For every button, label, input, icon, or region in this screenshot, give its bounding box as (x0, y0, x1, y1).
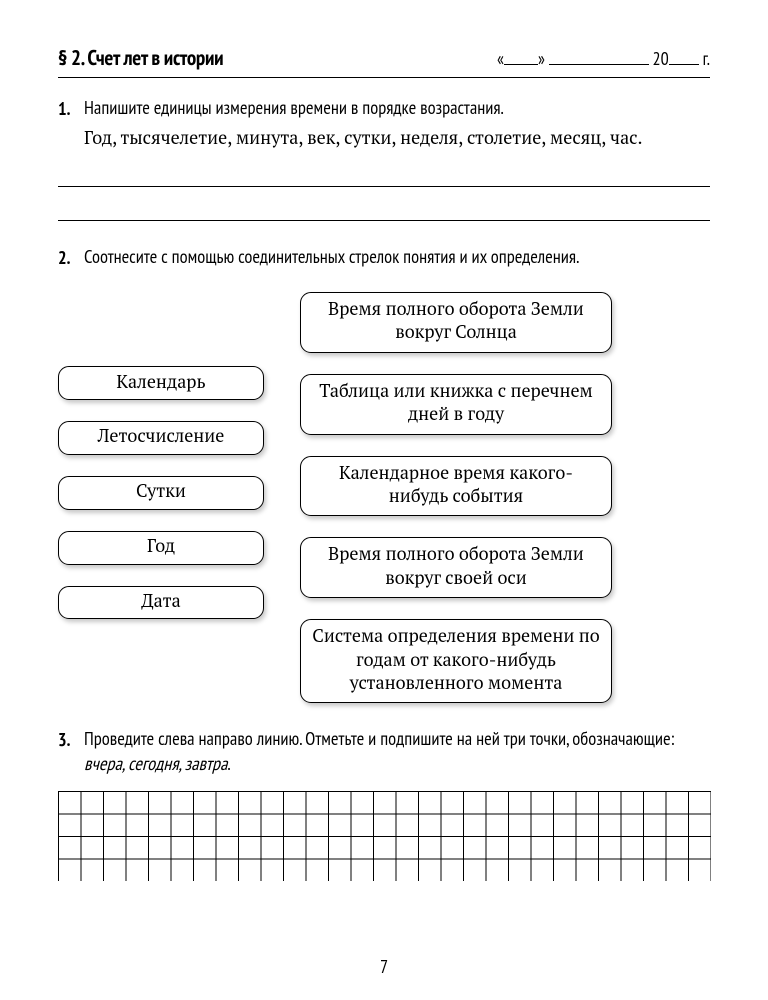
task-2: 2. Соотнесите с помощью соединительных с… (58, 245, 710, 703)
definition-pill[interactable]: Таблица или книжка с перечнем дней в год… (300, 374, 612, 435)
date-year-prefix: 20 (649, 47, 669, 70)
page-number: 7 (0, 955, 768, 978)
header-row: § 2. Счет лет в истории « » 20 г. (58, 44, 710, 78)
task-1-body: Напишите единицы измерения времени в пор… (84, 96, 710, 151)
answer-grid[interactable] (58, 791, 710, 881)
matching-right-column: Время полного оборота Земли вокруг Солнц… (300, 292, 612, 703)
date-year-blank[interactable] (669, 64, 699, 65)
task-1-answer-line-1[interactable] (58, 161, 710, 187)
task-3-prompt-c: . (227, 752, 230, 776)
term-pill[interactable]: Календарь (58, 366, 264, 400)
task-3-number: 3. (58, 727, 84, 777)
grid-svg (58, 791, 711, 881)
task-3-body: Проведите слева направо линию. Отметьте … (84, 727, 710, 777)
date-quote-open: « (497, 47, 504, 70)
matching-area: Календарь Летосчисление Сутки Год Дата В… (58, 292, 710, 703)
definition-pill[interactable]: Календарное время какого-нибудь события (300, 456, 612, 517)
definition-pill[interactable]: Система определения времени по годам от … (300, 619, 612, 703)
task-1-items: Год, тысячелетие, минута, век, сутки, не… (84, 125, 710, 151)
term-pill[interactable]: Дата (58, 586, 264, 620)
section-title: § 2. Счет лет в истории (58, 44, 223, 71)
definition-pill[interactable]: Время полного оборота Земли вокруг своей… (300, 537, 612, 598)
task-3-prompt-a: Проведите слева направо линию. Отметьте … (84, 727, 674, 751)
term-pill[interactable]: Год (58, 531, 264, 565)
date-suffix: г. (699, 47, 710, 70)
date-month-blank[interactable] (549, 64, 649, 65)
task-2-prompt: Соотнесите с помощью соединительных стре… (84, 245, 710, 270)
date-day-blank[interactable] (504, 64, 538, 65)
term-pill[interactable]: Сутки (58, 476, 264, 510)
date-field: « » 20 г. (497, 47, 710, 70)
task-1-answer-line-2[interactable] (58, 195, 710, 221)
task-3-prompt-italic: вчера, сегодня, завтра (84, 752, 227, 776)
matching-left-column: Календарь Летосчисление Сутки Год Дата (58, 366, 264, 703)
worksheet-page: § 2. Счет лет в истории « » 20 г. 1. Напи… (0, 0, 768, 1000)
date-quote-close: » (538, 47, 545, 70)
term-pill[interactable]: Летосчисление (58, 421, 264, 455)
task-1: 1. Напишите единицы измерения времени в … (58, 96, 710, 151)
task-3: 3. Проведите слева направо линию. Отметь… (58, 727, 710, 777)
task-3-prompt: Проведите слева направо линию. Отметьте … (84, 727, 710, 777)
task-1-prompt: Напишите единицы измерения времени в пор… (84, 96, 710, 121)
definition-pill[interactable]: Время полного оборота Земли вокруг Солнц… (300, 292, 612, 353)
task-1-number: 1. (58, 96, 84, 151)
task-2-body: Соотнесите с помощью соединительных стре… (84, 245, 710, 703)
